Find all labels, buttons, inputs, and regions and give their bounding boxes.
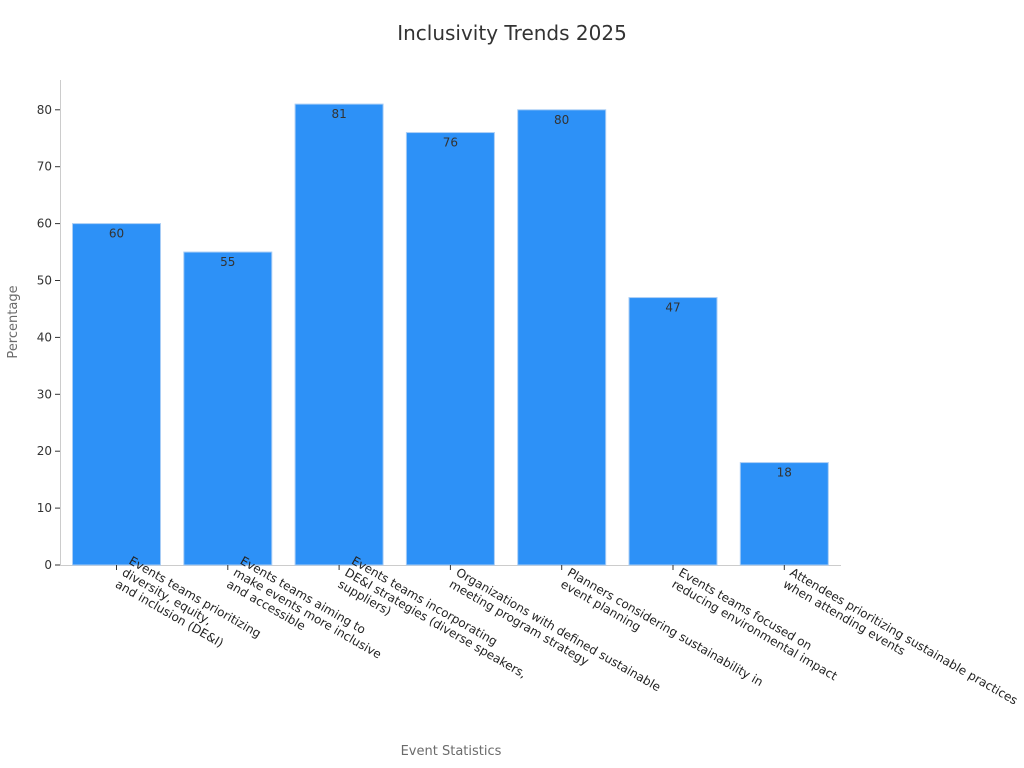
bar-value-label: 76 xyxy=(443,136,458,150)
y-tick-label: 30 xyxy=(37,387,52,401)
y-tick-label: 60 xyxy=(37,217,52,231)
y-tick-label: 40 xyxy=(37,330,52,344)
bar-value-label: 80 xyxy=(554,113,569,127)
y-tick-label: 70 xyxy=(37,160,52,174)
x-tick-label: Attendees prioritizing sustainable pract… xyxy=(781,565,1021,707)
bar-value-label: 60 xyxy=(109,227,124,241)
y-tick-label: 10 xyxy=(37,501,52,515)
bars: 60 55 81 76 80 47 18 xyxy=(72,103,829,566)
bar xyxy=(739,462,829,566)
bar-value-label: 18 xyxy=(777,466,792,480)
x-axis-title: Event Statistics xyxy=(401,744,502,759)
bar xyxy=(183,251,273,566)
y-ticks: 0 10 20 30 40 50 60 70 80 xyxy=(37,103,60,572)
bar-value-label: 81 xyxy=(331,107,346,121)
x-tick-label-line: Attendees prioritizing sustainable pract… xyxy=(788,565,1021,707)
x-tick-label-line: DE&I strategies (diverse speakers, xyxy=(342,565,529,681)
bar xyxy=(72,223,161,566)
bar xyxy=(517,109,607,566)
y-tick-label: 0 xyxy=(44,558,52,572)
chart-title: Inclusivity Trends 2025 xyxy=(397,21,627,45)
y-tick-label: 50 xyxy=(37,274,52,288)
x-tick-label-line: Planners considering sustainability in xyxy=(565,565,766,689)
y-tick-label: 80 xyxy=(37,103,52,117)
y-axis-title: Percentage xyxy=(6,285,21,358)
bar-value-label: 47 xyxy=(665,301,680,315)
bar xyxy=(294,103,384,566)
bar xyxy=(405,132,495,566)
bar-value-label: 55 xyxy=(220,255,235,269)
y-tick-label: 20 xyxy=(37,444,52,458)
bar xyxy=(628,297,718,566)
